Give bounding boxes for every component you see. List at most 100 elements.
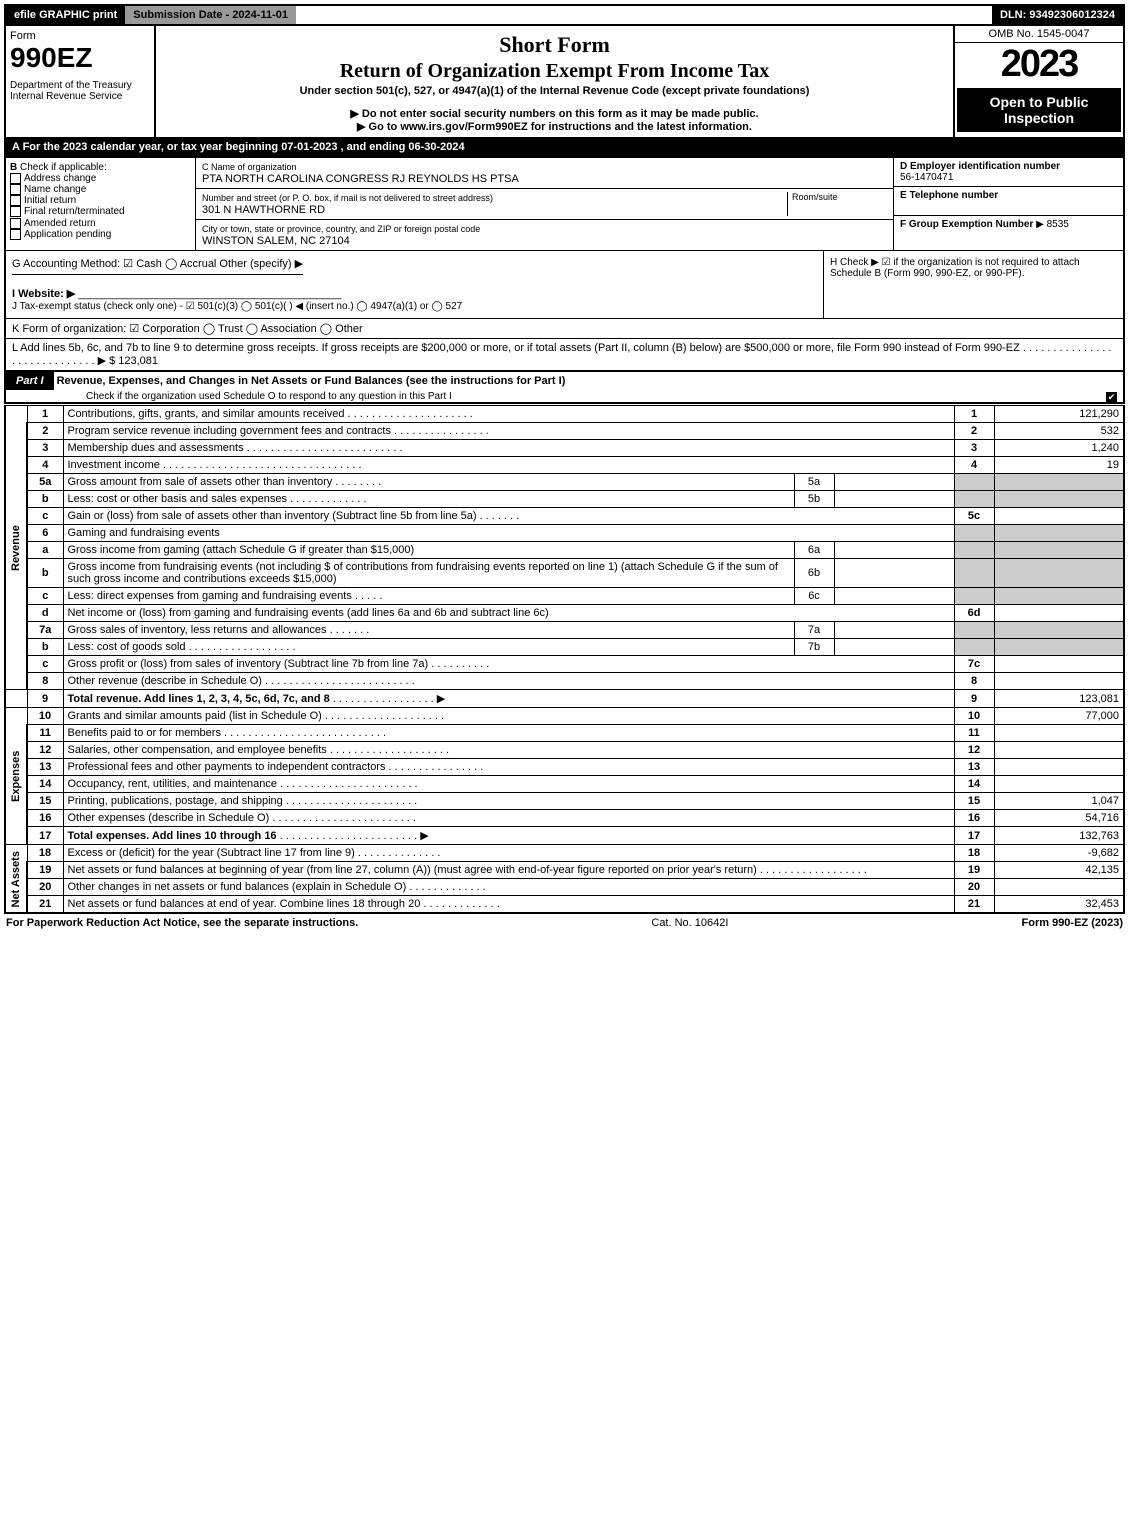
line-14-value xyxy=(994,776,1124,793)
line-2-value: 532 xyxy=(994,423,1124,440)
line-6: 6Gaming and fundraising events xyxy=(5,525,1124,542)
line-5a: 5aGross amount from sale of assets other… xyxy=(5,474,1124,491)
line-12: 12Salaries, other compensation, and empl… xyxy=(5,742,1124,759)
line-6b: bGross income from fundraising events (n… xyxy=(5,559,1124,588)
efile-label[interactable]: efile GRAPHIC print xyxy=(6,6,125,24)
c-name-label: C Name of organization xyxy=(202,162,297,172)
line-5b: bLess: cost or other basis and sales exp… xyxy=(5,491,1124,508)
line-21: 21Net assets or fund balances at end of … xyxy=(5,896,1124,914)
line-6d-value xyxy=(994,605,1124,622)
expenses-side-label: Expenses xyxy=(5,708,27,845)
group-exemption: ▶ 8535 xyxy=(1036,219,1069,230)
f-label: F Group Exemption Number xyxy=(900,219,1033,230)
part-i-table: Revenue 1Contributions, gifts, grants, a… xyxy=(4,405,1125,914)
section-b: B Check if applicable: Address change Na… xyxy=(6,158,196,250)
section-j: J Tax-exempt status (check only one) - ☑… xyxy=(12,301,462,312)
line-3-value: 1,240 xyxy=(994,440,1124,457)
sub1: Under section 501(c), 527, or 4947(a)(1)… xyxy=(160,85,949,97)
street-label: Number and street (or P. O. box, if mail… xyxy=(202,193,493,203)
part-i-title: Revenue, Expenses, and Changes in Net As… xyxy=(57,375,566,387)
part-i-label: Part I xyxy=(6,372,54,390)
line-9-value: 123,081 xyxy=(994,690,1124,708)
line-19: 19Net assets or fund balances at beginni… xyxy=(5,862,1124,879)
org-name: PTA NORTH CAROLINA CONGRESS RJ REYNOLDS … xyxy=(202,173,519,185)
line-1: Revenue 1Contributions, gifts, grants, a… xyxy=(5,406,1124,423)
line-6d: dNet income or (loss) from gaming and fu… xyxy=(5,605,1124,622)
dln-label: DLN: 93492306012324 xyxy=(992,6,1123,24)
line-17-value: 132,763 xyxy=(994,827,1124,845)
netassets-side-label: Net Assets xyxy=(5,845,27,914)
form-header: Form 990EZ Department of the Treasury In… xyxy=(4,26,1125,138)
footer-right: Form 990-EZ (2023) xyxy=(1022,917,1123,929)
line-16: 16Other expenses (describe in Schedule O… xyxy=(5,810,1124,827)
addr-change-checkbox[interactable] xyxy=(10,173,21,184)
d-label: D Employer identification number xyxy=(900,161,1060,172)
part-i-header: Part I Revenue, Expenses, and Changes in… xyxy=(4,371,1125,404)
final-return-checkbox[interactable] xyxy=(10,206,21,217)
line-15: 15Printing, publications, postage, and s… xyxy=(5,793,1124,810)
sub2: ▶ Do not enter social security numbers o… xyxy=(160,107,949,120)
form-word: Form xyxy=(10,30,150,42)
line-2: 2Program service revenue including gover… xyxy=(5,423,1124,440)
open-to-public: Open to Public Inspection xyxy=(957,88,1121,132)
line-3: 3Membership dues and assessments . . . .… xyxy=(5,440,1124,457)
e-label: E Telephone number xyxy=(900,190,998,201)
initial-return-checkbox[interactable] xyxy=(10,195,21,206)
line-4: 4Investment income . . . . . . . . . . .… xyxy=(5,457,1124,474)
section-g: G Accounting Method: ☑ Cash ◯ Accrual Ot… xyxy=(12,257,303,275)
section-c: C Name of organization PTA NORTH CAROLIN… xyxy=(196,158,893,250)
section-a: A For the 2023 calendar year, or tax yea… xyxy=(4,138,1125,158)
line-7c-value xyxy=(994,656,1124,673)
line-18-value: -9,682 xyxy=(994,845,1124,862)
line-20: 20Other changes in net assets or fund ba… xyxy=(5,879,1124,896)
tax-year: 2023 xyxy=(955,43,1123,86)
city-label: City or town, state or province, country… xyxy=(202,224,480,234)
page-footer: For Paperwork Reduction Act Notice, see … xyxy=(4,914,1125,932)
line-14: 14Occupancy, rent, utilities, and mainte… xyxy=(5,776,1124,793)
line-21-value: 32,453 xyxy=(994,896,1124,914)
line-17: 17Total expenses. Add lines 10 through 1… xyxy=(5,827,1124,845)
dept-label: Department of the Treasury Internal Reve… xyxy=(10,80,150,102)
amended-checkbox[interactable] xyxy=(10,218,21,229)
line-18: Net Assets 18Excess or (deficit) for the… xyxy=(5,845,1124,862)
line-8: 8Other revenue (describe in Schedule O) … xyxy=(5,673,1124,690)
footer-mid: Cat. No. 10642I xyxy=(651,917,728,929)
room-suite-label: Room/suite xyxy=(787,192,887,216)
line-19-value: 42,135 xyxy=(994,862,1124,879)
line-15-value: 1,047 xyxy=(994,793,1124,810)
ein: 56-1470471 xyxy=(900,172,953,183)
city-state-zip: WINSTON SALEM, NC 27104 xyxy=(202,235,350,247)
top-bar: efile GRAPHIC print Submission Date - 20… xyxy=(4,4,1125,26)
line-9: 9Total revenue. Add lines 1, 2, 3, 4, 5c… xyxy=(5,690,1124,708)
short-form-title: Short Form xyxy=(160,32,949,58)
submission-date: Submission Date - 2024-11-01 xyxy=(125,6,296,24)
line-7b: bLess: cost of goods sold . . . . . . . … xyxy=(5,639,1124,656)
part-i-sub: Check if the organization used Schedule … xyxy=(6,391,452,402)
line-11-value xyxy=(994,725,1124,742)
line-1-value: 121,290 xyxy=(994,406,1124,423)
line-13: 13Professional fees and other payments t… xyxy=(5,759,1124,776)
line-10-value: 77,000 xyxy=(994,708,1124,725)
section-k: K Form of organization: ☑ Corporation ◯ … xyxy=(4,319,1125,339)
line-10: Expenses 10Grants and similar amounts pa… xyxy=(5,708,1124,725)
line-4-value: 19 xyxy=(994,457,1124,474)
section-i: I Website: ▶ xyxy=(12,288,75,300)
sub3: ▶ Go to www.irs.gov/Form990EZ for instru… xyxy=(160,120,949,133)
line-7a: 7aGross sales of inventory, less returns… xyxy=(5,622,1124,639)
line-11: 11Benefits paid to or for members . . . … xyxy=(5,725,1124,742)
line-6c: cLess: direct expenses from gaming and f… xyxy=(5,588,1124,605)
revenue-side-label: Revenue xyxy=(5,406,27,690)
line-13-value xyxy=(994,759,1124,776)
line-5c: cGain or (loss) from sale of assets othe… xyxy=(5,508,1124,525)
app-pending-checkbox[interactable] xyxy=(10,229,21,240)
section-l: L Add lines 5b, 6c, and 7b to line 9 to … xyxy=(4,339,1125,371)
section-h: H Check ▶ ☑ if the organization is not r… xyxy=(830,257,1117,279)
form-code: 990EZ xyxy=(10,42,150,74)
line-7c: cGross profit or (loss) from sales of in… xyxy=(5,656,1124,673)
omb-number: OMB No. 1545-0047 xyxy=(955,26,1123,43)
line-6a: aGross income from gaming (attach Schedu… xyxy=(5,542,1124,559)
name-change-checkbox[interactable] xyxy=(10,184,21,195)
footer-left: For Paperwork Reduction Act Notice, see … xyxy=(6,917,358,929)
schedule-o-checkbox[interactable] xyxy=(1106,392,1117,403)
return-title: Return of Organization Exempt From Incom… xyxy=(160,60,949,83)
